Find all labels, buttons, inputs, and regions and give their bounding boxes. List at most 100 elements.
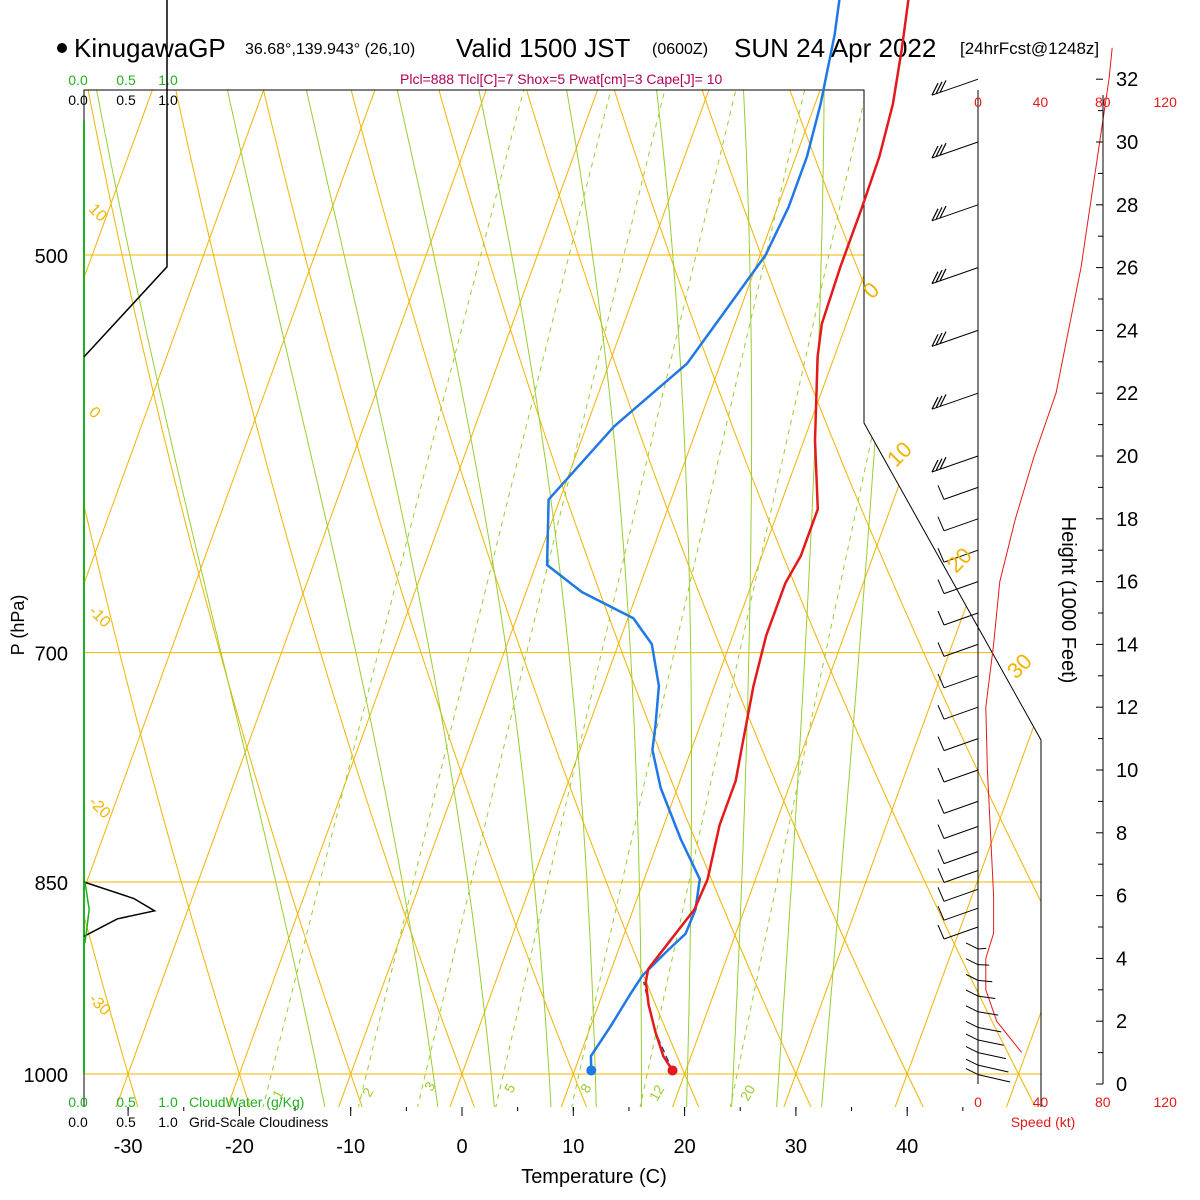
wind-barb [943, 518, 979, 532]
wind-barb-flag [937, 799, 945, 814]
wind-barb-flag [939, 331, 947, 344]
wind-barb [943, 486, 979, 500]
wind-speed-scale-bottom: 0 [974, 1094, 982, 1110]
wind-barb-flag [937, 736, 945, 751]
wind-barb-flag [937, 673, 945, 688]
cloud-water-line [84, 881, 90, 943]
wind-barb [977, 995, 996, 999]
wind-barb [931, 329, 979, 347]
cloudiness-scale-top: 1.0 [158, 92, 178, 108]
wind-speed-scale-top: 120 [1154, 94, 1178, 110]
dry-adiabat-line [500, 90, 1041, 1107]
moist-adiabat-line [540, 90, 692, 1107]
chart-header: KinugawaGP 36.68°,139.943° (26,10) Valid… [57, 33, 1099, 87]
wind-barb [943, 851, 979, 865]
wind-barb-flag [939, 456, 947, 470]
dry-adiabat-line [1167, 0, 1200, 1187]
isotherm-line [86, 90, 743, 1107]
height-tick-label: 16 [1116, 572, 1138, 594]
wind-barb [977, 1064, 1009, 1073]
wind-barb-flag [937, 868, 945, 883]
wind-barb-flag [965, 989, 979, 997]
y-axis-title: P (hPa) [8, 595, 28, 656]
height-tick-label: 26 [1116, 258, 1138, 280]
dry-adiabat-line [1093, 0, 1200, 1187]
wind-barb [943, 826, 979, 839]
wind-barb-flag [931, 396, 939, 410]
mixing-ratio-line [622, 90, 890, 1107]
surface-dewpoint-dot [586, 1065, 597, 1076]
cloudiness-scale-top: 0.0 [68, 92, 88, 108]
wind-barb [931, 78, 979, 96]
height-tick-label: 2 [1116, 1011, 1127, 1033]
dry-adiabat-line [1018, 90, 1041, 1107]
wind-barb [977, 1074, 1011, 1083]
wind-barb-flag [937, 824, 945, 839]
moist-adiabat-line [339, 90, 598, 1107]
mixing-ratio-label: 2 [359, 1085, 377, 1100]
wind-speed-label: Speed (kt) [1011, 1114, 1076, 1130]
moist-adiabat-line [110, 90, 442, 1107]
x-tick-label: -20 [225, 1136, 254, 1158]
x-tick-label: 10 [562, 1136, 584, 1158]
wind-barb [943, 581, 979, 595]
surface-temperature-dot [667, 1065, 678, 1076]
wind-barb-flag [935, 207, 943, 220]
wind-barb [943, 800, 979, 814]
wind-barb [977, 1011, 999, 1016]
utc-time: (0600Z) [652, 41, 708, 58]
height-tick-label: 8 [1116, 823, 1127, 845]
station-name: KinugawaGP [74, 33, 226, 63]
x-tick-label: -30 [114, 1136, 143, 1158]
stability-indices: Plcl=888 Tlcl[C]=7 Shox=5 Pwat[cm]=3 Cap… [400, 71, 723, 87]
dry-adiabat-line [84, 90, 163, 1107]
wind-barb-flag [931, 334, 939, 347]
wind-barb [943, 549, 979, 563]
isotherm-line [865, 90, 1041, 1107]
wind-barb-flag [937, 610, 945, 626]
wind-barb [943, 926, 979, 940]
wind-barb-flag [965, 973, 979, 981]
sounding-profiles [545, 0, 910, 1076]
forecast-label: [24hrFcst@1248z] [960, 39, 1099, 58]
wind-barb-flag [935, 458, 943, 471]
wind-barb [931, 392, 979, 410]
wind-barb-flag [939, 142, 947, 156]
wind-barb [943, 907, 979, 921]
height-tick-label: 4 [1116, 948, 1127, 970]
wind-barb-flag [935, 269, 943, 283]
wind-barb-flag [931, 271, 939, 284]
wind-barb [931, 204, 979, 222]
isotherm-line [754, 90, 1041, 1107]
moist-adiabat-line [663, 90, 753, 1107]
wind-barb-flag [937, 548, 945, 563]
wind-barb-flag [965, 958, 979, 966]
cloud-water-scale-top: 1.0 [158, 72, 178, 88]
mixing-ratio-line [398, 90, 690, 1107]
cloud-water-scale-bottom: 1.0 [158, 1094, 178, 1110]
wind-barb-flag [939, 394, 947, 407]
cloudiness-line [83, 0, 168, 358]
wind-speed-scale-bottom: 40 [1033, 1094, 1049, 1110]
height-tick-label: 22 [1116, 383, 1138, 405]
moist-adiabat-line [179, 90, 498, 1107]
wind-barb [943, 888, 979, 902]
pressure-axis: 2503004005007008501000 [24, 0, 69, 1087]
height-tick-label: 18 [1116, 509, 1138, 531]
cloud-water-scale-bottom: 0.5 [116, 1094, 136, 1110]
wind-barb-flag [937, 924, 945, 940]
dry-adiabat-line [278, 90, 849, 1107]
dry-adiabat-line [84, 90, 506, 1107]
wind-barb-flag [965, 1068, 979, 1076]
dry-adiabat-label: 10 [85, 201, 110, 226]
moist-adiabat-line [774, 90, 825, 1107]
dry-adiabat-line [352, 90, 963, 1107]
height-axis-title: Height (1000 Feet) [1057, 517, 1079, 684]
pressure-tick-label: 400 [35, 0, 68, 4]
wind-speed-line [985, 47, 1113, 1053]
wind-barb-flag [937, 579, 945, 594]
wind-barb [943, 612, 979, 626]
x-tick-label: 20 [673, 1136, 695, 1158]
cloudiness-label: Grid-Scale Cloudiness [189, 1114, 328, 1130]
